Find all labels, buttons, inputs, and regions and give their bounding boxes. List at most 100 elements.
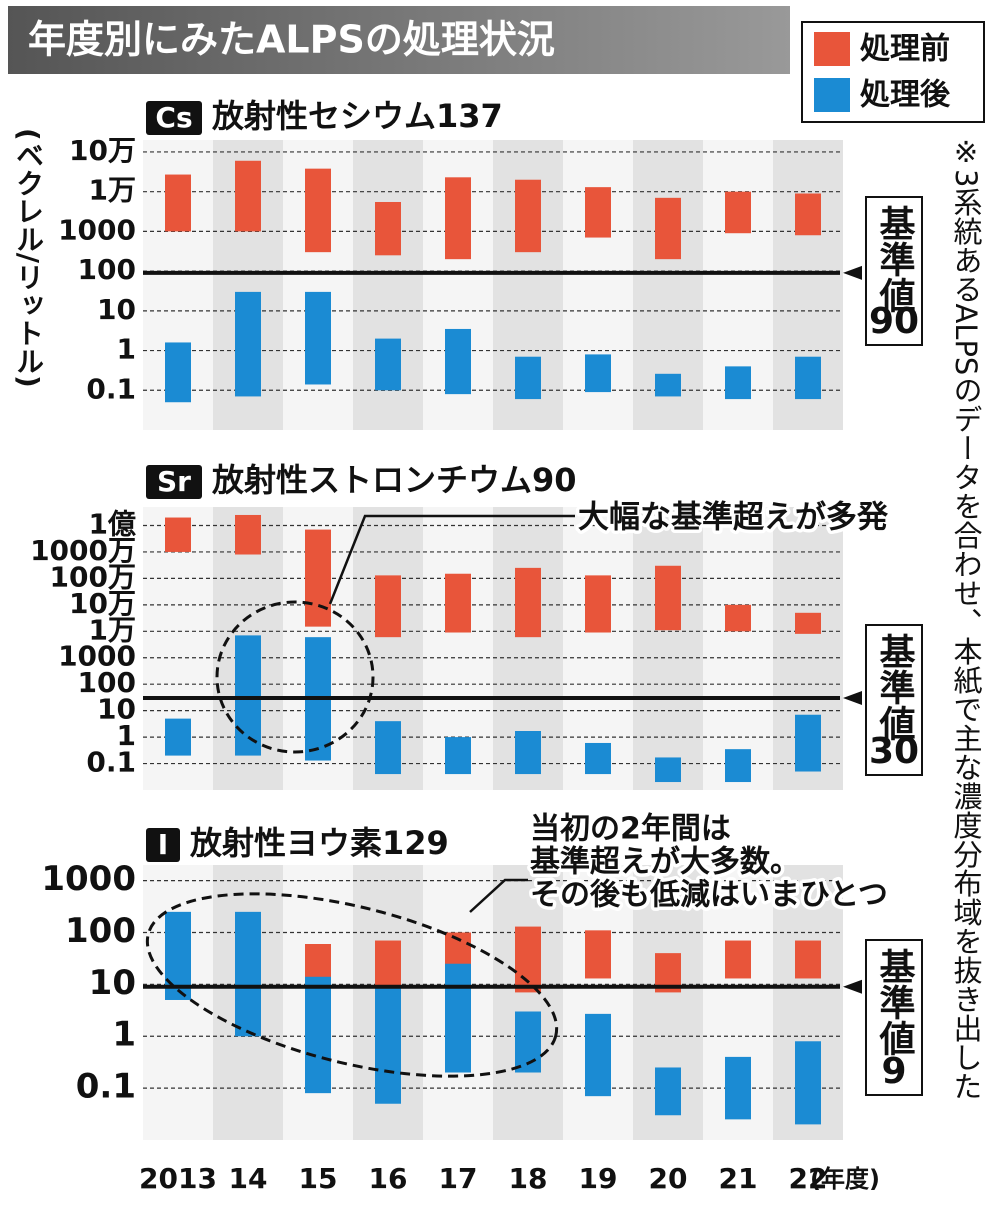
range-bar bbox=[585, 1013, 611, 1097]
annotation: 大幅な基準超えが多発 bbox=[578, 500, 889, 536]
range-bar bbox=[795, 1041, 821, 1125]
range-bar bbox=[305, 168, 331, 253]
panel-title: 放射性ストロンチウム90 bbox=[212, 461, 577, 499]
range-bar bbox=[445, 177, 471, 260]
range-bar bbox=[235, 291, 261, 397]
annotation: その後も低減はいまひとつ bbox=[530, 878, 888, 913]
range-bar bbox=[165, 517, 191, 552]
range-bar bbox=[585, 930, 611, 979]
range-bar bbox=[585, 187, 611, 238]
y-tick-label: 10 bbox=[89, 963, 136, 1003]
range-bar bbox=[305, 291, 331, 385]
range-bar bbox=[235, 911, 261, 1037]
range-bar bbox=[725, 940, 751, 979]
range-bar bbox=[795, 356, 821, 400]
range-bar bbox=[655, 197, 681, 260]
range-bar bbox=[795, 940, 821, 979]
range-bar bbox=[165, 174, 191, 232]
y-tick-label: 100万 bbox=[50, 560, 136, 593]
range-bar bbox=[725, 749, 751, 783]
range-bar bbox=[375, 986, 401, 1104]
y-tick-label: 100 bbox=[65, 911, 136, 951]
badge-label: I bbox=[158, 828, 168, 861]
range-bar bbox=[445, 573, 471, 633]
badge bbox=[146, 465, 202, 499]
title-bar bbox=[8, 6, 790, 74]
y-tick-label: 1万 bbox=[89, 174, 136, 207]
badge bbox=[146, 828, 180, 862]
range-bar bbox=[725, 191, 751, 234]
y-tick-label: 1 bbox=[112, 1015, 136, 1055]
threshold-label: 基準値 bbox=[874, 205, 917, 313]
y-tick-label: 0.1 bbox=[86, 372, 136, 405]
badge bbox=[146, 101, 202, 135]
range-bar bbox=[165, 718, 191, 756]
y-tick-label: 1000 bbox=[41, 859, 136, 899]
x-tick-label: 14 bbox=[229, 1162, 268, 1195]
range-bar bbox=[585, 742, 611, 775]
x-tick-label: 18 bbox=[509, 1162, 548, 1195]
range-bar bbox=[445, 963, 471, 1073]
column-stripe bbox=[493, 865, 563, 1140]
threshold-value: 30 bbox=[869, 731, 919, 772]
y-tick-label: 1億 bbox=[89, 507, 136, 540]
range-bar bbox=[305, 976, 331, 1094]
legend-swatch bbox=[814, 32, 850, 66]
x-tick-label: 22 bbox=[789, 1162, 828, 1195]
highlight-ellipse bbox=[215, 600, 375, 754]
range-bar bbox=[725, 1056, 751, 1120]
range-bar bbox=[235, 514, 261, 555]
y-tick-label: 1万 bbox=[89, 613, 136, 646]
y-tick-label: 100 bbox=[78, 666, 136, 699]
x-tick-label: 19 bbox=[579, 1162, 618, 1195]
x-tick-label: 15 bbox=[299, 1162, 338, 1195]
range-bar bbox=[375, 201, 401, 256]
leader-line bbox=[469, 878, 528, 913]
legend-swatch bbox=[814, 78, 850, 112]
y-tick-label: 1 bbox=[117, 719, 136, 752]
y-tick-label: 1000万 bbox=[30, 534, 136, 567]
annotation: 当初の2年間は bbox=[530, 812, 731, 847]
range-bar bbox=[375, 338, 401, 391]
badge-label: Sr bbox=[157, 465, 191, 498]
range-bar bbox=[795, 714, 821, 772]
y-tick-label: 100 bbox=[78, 253, 136, 286]
badge-label: Cs bbox=[155, 101, 192, 134]
x-tick-label: 21 bbox=[719, 1162, 758, 1195]
range-bar bbox=[725, 604, 751, 632]
range-bar bbox=[375, 575, 401, 638]
range-bar bbox=[585, 575, 611, 633]
y-tick-label: 1000 bbox=[58, 213, 136, 246]
threshold-box bbox=[865, 624, 923, 776]
x-tick-label: 20 bbox=[649, 1162, 688, 1195]
y-tick-label: 0.1 bbox=[76, 1067, 136, 1107]
y-axis-label: (ベクレル/リットル) bbox=[12, 128, 45, 388]
leader-line bbox=[328, 514, 575, 605]
range-bar bbox=[235, 160, 261, 232]
range-bar bbox=[725, 366, 751, 400]
panel-title: 放射性ヨウ素129 bbox=[190, 824, 449, 862]
threshold-arrow bbox=[843, 265, 862, 280]
range-bar bbox=[655, 1067, 681, 1116]
chart-title: 年度別にみたALPSの処理状況 bbox=[28, 18, 555, 62]
y-tick-label: 0.1 bbox=[86, 746, 136, 779]
y-tick-label: 10万 bbox=[69, 587, 136, 620]
range-bar bbox=[305, 529, 331, 627]
range-bar bbox=[515, 731, 541, 775]
x-tick-label: 17 bbox=[439, 1162, 478, 1195]
threshold-value: 90 bbox=[869, 301, 919, 342]
x-tick-label: 2013 bbox=[139, 1162, 217, 1195]
threshold-arrow bbox=[843, 691, 862, 706]
note: ※3系統あるALPSのデータを合わせ、本紙で主な濃度分布域を抜き出した bbox=[949, 135, 983, 1101]
range-bar bbox=[795, 193, 821, 236]
y-tick-label: 10 bbox=[97, 293, 136, 326]
x-tick-label: 16 bbox=[369, 1162, 408, 1195]
y-tick-label: 10 bbox=[97, 693, 136, 726]
x-unit-label: (年度) bbox=[810, 1165, 880, 1193]
range-bar bbox=[585, 354, 611, 393]
legend-label: 処理後 bbox=[860, 78, 951, 113]
range-bar bbox=[235, 635, 261, 756]
range-bar bbox=[445, 328, 471, 395]
threshold-box bbox=[865, 196, 923, 346]
